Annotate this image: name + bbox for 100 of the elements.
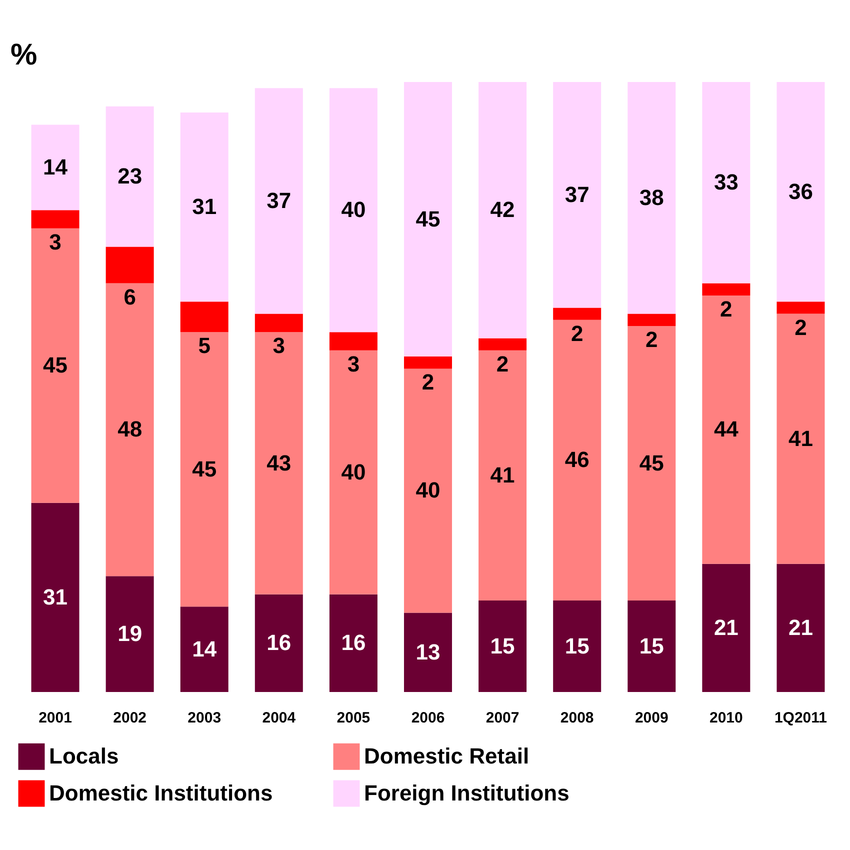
data-label: 3 xyxy=(272,333,286,358)
data-label: 2 xyxy=(570,320,584,346)
bar xyxy=(478,350,527,600)
y-axis-title: % xyxy=(10,38,38,72)
bar xyxy=(404,356,452,369)
bar xyxy=(329,350,378,594)
data-label: 2 xyxy=(720,296,732,322)
bar xyxy=(478,82,527,338)
bar xyxy=(776,314,825,564)
bar xyxy=(553,82,602,308)
bar xyxy=(254,332,303,594)
data-label: 2 xyxy=(794,314,807,340)
data-label: 23 xyxy=(118,164,142,189)
data-label: 46 xyxy=(564,447,590,472)
bar xyxy=(106,246,154,284)
x-tick-label: 2005 xyxy=(336,710,370,726)
data-label: 2 xyxy=(646,327,658,352)
bar xyxy=(180,332,228,607)
bar xyxy=(553,308,602,320)
bar xyxy=(106,106,154,247)
bar xyxy=(180,302,228,332)
bar xyxy=(31,502,80,692)
data-label: 48 xyxy=(118,416,142,442)
bar xyxy=(254,594,303,692)
data-label: 41 xyxy=(490,462,515,488)
bar xyxy=(254,88,303,314)
data-label: 38 xyxy=(639,184,664,210)
x-tick-label: 2001 xyxy=(38,710,72,726)
data-label: 21 xyxy=(788,614,813,640)
data-label: 45 xyxy=(416,206,440,232)
data-label: 14 xyxy=(43,154,68,180)
legend-label: Domestic Retail xyxy=(364,744,530,769)
bar xyxy=(553,320,602,600)
bar xyxy=(106,576,154,692)
bar xyxy=(31,124,80,210)
bar xyxy=(31,228,80,503)
data-label: 15 xyxy=(639,633,664,658)
bar xyxy=(478,600,527,692)
bar xyxy=(404,368,452,613)
data-label: 44 xyxy=(714,416,740,442)
x-tick-label: 2002 xyxy=(113,710,147,726)
bar xyxy=(702,283,750,296)
data-label: 37 xyxy=(266,188,292,213)
data-label: 13 xyxy=(416,639,440,664)
bar xyxy=(776,82,825,302)
data-label: 31 xyxy=(43,584,68,610)
data-label: 37 xyxy=(564,182,590,207)
legend-label: Domestic Institutions xyxy=(49,780,273,806)
x-tick-label: 1Q2011 xyxy=(774,710,828,726)
data-label: 2 xyxy=(496,351,509,376)
bar xyxy=(776,564,825,692)
data-label: 43 xyxy=(266,450,292,476)
data-label: 16 xyxy=(341,630,366,656)
x-tick-label: 2003 xyxy=(188,710,222,726)
data-label: 5 xyxy=(198,333,210,358)
bar xyxy=(702,564,750,692)
x-tick-label: 2006 xyxy=(411,710,445,726)
data-label: 45 xyxy=(43,352,68,378)
x-tick-label: 2007 xyxy=(486,710,520,726)
data-label: 3 xyxy=(49,229,62,254)
bar xyxy=(180,112,228,302)
legend-label: Locals xyxy=(49,744,119,769)
bar xyxy=(404,82,452,356)
bar xyxy=(776,302,825,314)
data-label: 40 xyxy=(341,197,366,222)
x-tick-label: 2009 xyxy=(634,710,668,726)
x-tick-label: 2008 xyxy=(560,710,594,726)
data-label: 33 xyxy=(714,170,738,195)
bar xyxy=(702,296,750,564)
data-label: 40 xyxy=(341,459,366,484)
bar xyxy=(478,338,527,350)
data-label: 45 xyxy=(192,456,217,482)
bar xyxy=(254,314,303,332)
data-label: 15 xyxy=(490,633,515,658)
data-label: 15 xyxy=(564,633,590,658)
bar xyxy=(329,594,378,692)
data-label: 42 xyxy=(490,197,515,222)
data-label: 6 xyxy=(124,284,136,310)
bar xyxy=(628,82,676,314)
bar xyxy=(106,283,154,576)
data-label: 45 xyxy=(639,450,664,476)
bar xyxy=(180,606,228,692)
bar xyxy=(628,314,676,326)
data-label: 21 xyxy=(714,614,738,640)
x-tick-label: 2004 xyxy=(262,710,296,726)
data-label: 36 xyxy=(788,178,813,204)
data-label: 3 xyxy=(347,351,360,376)
bar xyxy=(404,612,452,692)
bar xyxy=(628,326,676,600)
data-label: 41 xyxy=(788,426,813,451)
x-tick-label: 2010 xyxy=(709,710,743,726)
bar xyxy=(31,210,80,228)
data-label: 14 xyxy=(192,636,218,662)
bar xyxy=(329,88,378,332)
data-label: 31 xyxy=(192,194,217,220)
data-label: 19 xyxy=(118,621,142,646)
bar xyxy=(628,600,676,692)
bar xyxy=(329,332,378,350)
bar xyxy=(553,600,602,692)
data-label: 16 xyxy=(266,630,292,656)
